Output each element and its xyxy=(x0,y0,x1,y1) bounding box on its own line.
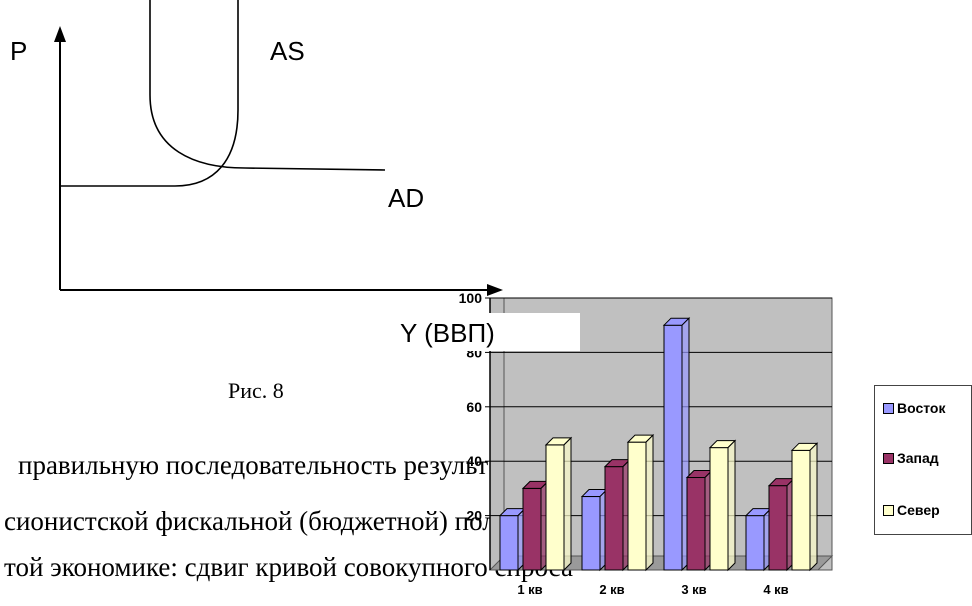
p-axis-label: P xyxy=(10,36,28,66)
y-tick-label: 40 xyxy=(466,453,482,469)
legend-swatch-east xyxy=(883,402,894,414)
bar xyxy=(791,449,811,571)
legend-label-north: Север xyxy=(897,502,940,518)
y-tick-label: 20 xyxy=(466,508,482,524)
legend-item-east: Восток xyxy=(883,400,946,416)
legend-item-west: Запад xyxy=(883,450,939,466)
y-axis-label: Y (ВВП) xyxy=(400,318,495,348)
x-tick-label: 4 кв xyxy=(763,582,788,597)
bar xyxy=(604,466,624,571)
legend-swatch-west xyxy=(883,452,894,464)
ad-curve xyxy=(60,0,239,187)
bar-side xyxy=(727,439,736,572)
bar xyxy=(663,324,683,571)
legend-item-north: Север xyxy=(883,502,940,518)
y-axis-label-box xyxy=(395,313,580,351)
x-tick-label: 2 кв xyxy=(599,582,624,597)
bar xyxy=(709,447,729,571)
x-tick-label: 1 кв xyxy=(517,582,542,597)
y-axis-arrow-icon xyxy=(487,284,503,296)
legend-label-west: Запад xyxy=(897,450,939,466)
text-line-1: правильную последовательность результато… xyxy=(18,450,538,480)
chart-legend: Восток Запад Север xyxy=(874,385,972,535)
text-line-3: той экономике: сдвиг кривой совокупного … xyxy=(4,552,573,582)
bar xyxy=(522,487,542,571)
bar-side xyxy=(563,436,572,572)
legend-swatch-north xyxy=(883,504,894,516)
bar xyxy=(686,477,706,571)
bar xyxy=(768,485,788,571)
bar-side xyxy=(809,442,818,572)
bar xyxy=(745,515,765,571)
bar xyxy=(627,441,647,571)
bar xyxy=(581,496,601,571)
bar xyxy=(499,515,519,571)
ad-label: AD xyxy=(388,183,425,213)
y-tick-label: 60 xyxy=(466,399,482,415)
bar-side xyxy=(645,433,654,572)
legend-label-east: Восток xyxy=(897,400,946,416)
x-tick-label: 3 кв xyxy=(681,582,706,597)
y-tick-label: 100 xyxy=(459,290,483,306)
as-curve xyxy=(149,0,386,171)
bar xyxy=(545,444,565,571)
as-label: AS xyxy=(270,36,305,66)
p-axis-arrow-icon xyxy=(54,26,66,42)
text-line-2: сионистской фискальной (бюджетной) полит… xyxy=(4,506,564,536)
figure-caption: Рис. 8 xyxy=(228,378,284,403)
